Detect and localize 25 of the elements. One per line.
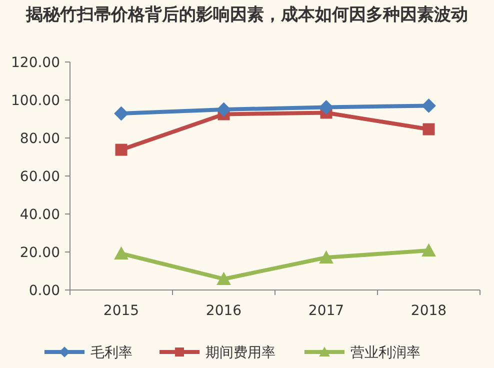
y-tick-label: 40.00: [20, 207, 60, 223]
x-tick-label: 2018: [410, 303, 447, 319]
point: [216, 272, 231, 285]
x-tick-label: 2016: [206, 303, 242, 319]
y-tick-label: 80.00: [20, 131, 60, 147]
legend-label: 营业利润率: [350, 345, 420, 361]
y-tick-label: 0.00: [28, 283, 60, 299]
x-tick-label: 2015: [103, 303, 140, 319]
y-tick-label: 60.00: [20, 169, 60, 185]
point: [319, 100, 334, 114]
legend-label: 期间费用率: [206, 345, 276, 361]
y-tick-label: 100.00: [11, 93, 60, 109]
point: [115, 144, 128, 156]
y-tick-label: 20.00: [20, 245, 60, 261]
chart-title: 揭秘竹扫帚价格背后的影响因素，成本如何因多种因素波动: [24, 4, 469, 26]
point: [422, 243, 436, 256]
point: [216, 102, 231, 117]
y-tick-label: 120.00: [11, 55, 60, 71]
legend-label: 毛利率: [90, 345, 132, 361]
x-tick-label: 2017: [308, 303, 344, 319]
point: [319, 250, 334, 264]
point: [422, 123, 435, 136]
point: [114, 106, 128, 121]
point: [422, 98, 436, 113]
point: [114, 246, 128, 260]
